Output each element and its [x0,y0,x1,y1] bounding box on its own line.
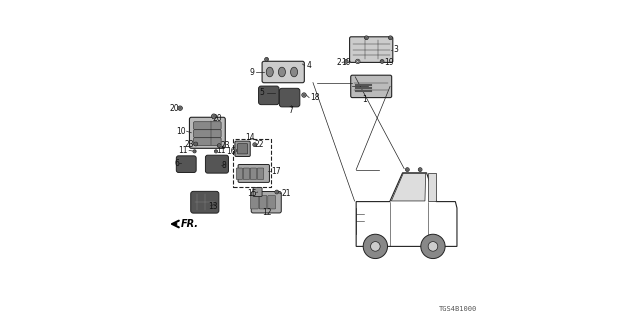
Circle shape [421,234,445,259]
FancyBboxPatch shape [236,168,243,180]
Text: 6: 6 [174,159,179,168]
Text: 12: 12 [262,208,272,217]
FancyBboxPatch shape [280,88,300,107]
Circle shape [388,36,392,40]
Text: 4: 4 [307,61,311,70]
Text: 11: 11 [179,146,188,155]
FancyBboxPatch shape [349,37,393,62]
Text: 20: 20 [170,104,179,113]
Text: 5: 5 [259,88,264,97]
FancyBboxPatch shape [193,130,221,138]
Circle shape [178,106,182,110]
Text: 18: 18 [310,93,320,102]
Ellipse shape [291,67,298,77]
FancyBboxPatch shape [259,86,279,105]
Circle shape [302,93,307,97]
Circle shape [218,144,221,148]
Text: 19: 19 [384,58,394,67]
Text: 17: 17 [271,167,280,176]
FancyBboxPatch shape [268,196,275,209]
Text: 20: 20 [212,114,223,123]
Circle shape [419,168,422,172]
Circle shape [406,168,410,172]
Text: 13: 13 [209,202,218,211]
Text: 8: 8 [222,161,227,170]
Text: 16: 16 [226,147,236,156]
Circle shape [214,150,218,153]
Text: 23: 23 [185,140,195,148]
Ellipse shape [266,67,273,77]
FancyBboxPatch shape [235,141,250,156]
Text: 9: 9 [250,68,254,76]
Circle shape [428,242,438,251]
Text: 14: 14 [244,133,255,142]
FancyBboxPatch shape [253,188,262,196]
Polygon shape [392,173,426,201]
Circle shape [193,150,196,153]
FancyBboxPatch shape [237,144,248,154]
Text: 19: 19 [340,58,351,67]
FancyBboxPatch shape [189,117,225,148]
Circle shape [365,36,369,40]
FancyBboxPatch shape [259,196,267,209]
Circle shape [211,114,216,118]
Circle shape [265,58,269,61]
Text: 23: 23 [220,141,230,150]
FancyBboxPatch shape [252,191,282,213]
FancyBboxPatch shape [257,168,264,180]
Text: TGS4B1000: TGS4B1000 [438,306,477,312]
Text: 10: 10 [176,127,186,136]
Text: 21: 21 [282,189,291,198]
FancyBboxPatch shape [250,168,257,180]
FancyBboxPatch shape [177,156,196,172]
FancyBboxPatch shape [205,155,228,173]
FancyBboxPatch shape [193,138,221,145]
Bar [233,139,271,187]
FancyBboxPatch shape [193,122,221,130]
Circle shape [344,60,348,63]
Text: 22: 22 [254,140,264,149]
FancyBboxPatch shape [238,164,269,182]
Circle shape [253,143,257,147]
Text: 2: 2 [337,58,341,67]
Circle shape [380,60,384,63]
FancyBboxPatch shape [251,196,259,209]
Ellipse shape [278,67,285,77]
Text: 1: 1 [363,95,367,104]
Text: 3: 3 [394,45,399,54]
Text: 7: 7 [288,106,293,115]
Circle shape [371,242,380,251]
Circle shape [275,190,279,194]
Text: FR.: FR. [181,219,199,229]
FancyBboxPatch shape [351,75,392,98]
Polygon shape [428,173,436,201]
Circle shape [194,142,198,146]
Circle shape [364,234,388,259]
Text: 15: 15 [247,189,257,198]
FancyBboxPatch shape [262,61,305,83]
FancyBboxPatch shape [243,168,250,180]
Circle shape [356,59,360,64]
FancyBboxPatch shape [191,191,219,213]
Text: 11: 11 [216,146,225,155]
